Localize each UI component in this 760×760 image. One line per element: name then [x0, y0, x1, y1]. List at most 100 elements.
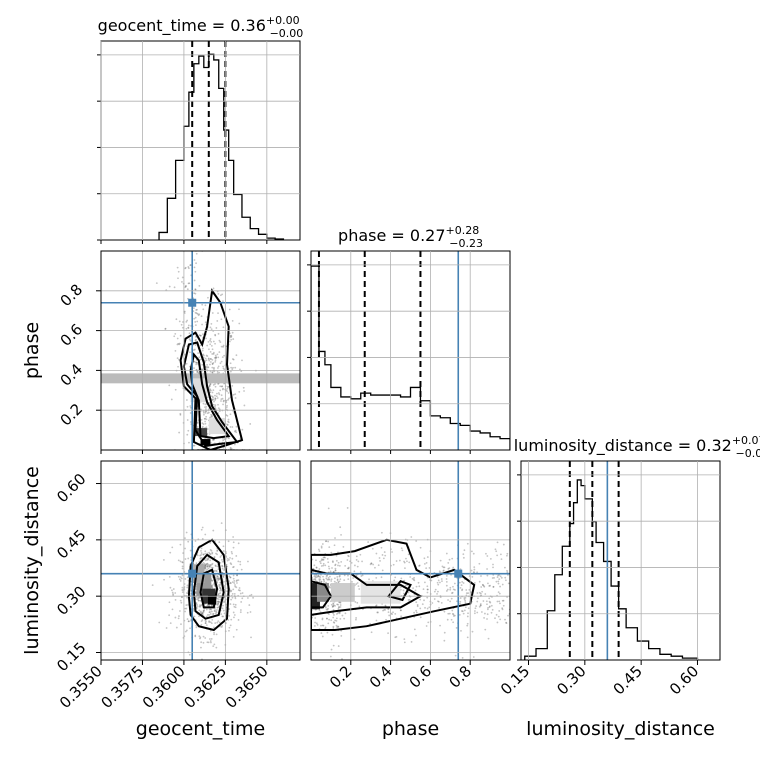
sample-point: [222, 601, 225, 603]
sample-point: [218, 371, 221, 374]
sample-point: [483, 585, 486, 588]
sample-point: [477, 597, 479, 600]
sample-point: [462, 553, 465, 556]
sample-point: [229, 582, 232, 585]
sample-point: [327, 561, 330, 564]
sample-point: [205, 418, 208, 421]
sample-point: [438, 606, 440, 609]
sample-point: [195, 602, 198, 605]
sample-point: [355, 559, 358, 561]
sample-point: [481, 590, 484, 593]
sample-point: [347, 574, 349, 577]
sample-point: [229, 334, 232, 337]
sample-point: [398, 559, 401, 562]
sample-point: [195, 607, 198, 610]
sample-point: [331, 606, 334, 608]
sample-point: [402, 592, 405, 595]
sample-point: [164, 328, 167, 330]
sample-point: [213, 633, 215, 636]
grid-geocent_time-luminosity_distance: [100, 461, 300, 660]
sample-point: [215, 580, 218, 583]
sample-point: [229, 447, 232, 450]
sample-point: [204, 552, 207, 555]
sample-point: [201, 612, 204, 614]
sample-point: [213, 585, 216, 587]
sample-point: [474, 607, 477, 610]
sample-point: [217, 600, 220, 603]
sample-point: [488, 605, 491, 608]
sample-point: [330, 551, 333, 554]
sample-point: [214, 354, 217, 357]
sample-point: [223, 569, 225, 571]
sample-point: [479, 604, 482, 607]
sample-point: [219, 586, 221, 589]
sample-point: [451, 591, 454, 594]
sample-point: [225, 389, 228, 392]
sample-point: [376, 611, 379, 614]
sample-point: [206, 565, 209, 567]
sample-point: [206, 565, 208, 568]
sample-point: [472, 571, 475, 573]
sample-point: [209, 563, 212, 566]
sample-point: [229, 556, 231, 559]
sample-point: [205, 415, 208, 418]
sample-point: [329, 586, 332, 589]
sample-point: [218, 339, 221, 342]
sample-point: [375, 552, 378, 555]
sample-point: [212, 389, 215, 392]
sample-point: [315, 566, 318, 569]
sample-point: [488, 606, 491, 609]
sample-point: [404, 584, 407, 587]
sample-point: [237, 560, 240, 563]
contour-outer: [187, 538, 230, 632]
sample-point: [181, 586, 184, 589]
sample-point: [177, 270, 180, 273]
sample-point: [210, 549, 213, 552]
sample-point: [214, 357, 217, 360]
sample-point: [212, 287, 215, 290]
sample-point: [184, 267, 187, 270]
sample-point: [456, 600, 458, 603]
sample-point: [433, 598, 436, 600]
sample-point: [194, 321, 197, 323]
sample-point: [219, 385, 222, 388]
sample-point: [233, 443, 236, 446]
sample-point: [169, 586, 172, 589]
sample-point: [194, 591, 197, 594]
sample-point: [176, 343, 179, 346]
sample-point: [193, 615, 196, 618]
sample-point: [175, 626, 178, 629]
sample-point: [214, 399, 216, 401]
sample-point: [185, 320, 188, 323]
sample-point: [208, 348, 210, 351]
sample-point: [202, 609, 205, 612]
sample-point: [221, 560, 224, 563]
sample-point: [193, 367, 195, 370]
tick-label-luminosity_distance: 0.45: [53, 526, 89, 562]
sample-point: [219, 389, 222, 392]
sample-point: [337, 645, 340, 647]
sample-point: [470, 569, 473, 572]
sample-point: [322, 556, 325, 559]
sample-point: [327, 576, 330, 579]
sample-point: [222, 575, 225, 578]
sample-point: [228, 558, 230, 561]
sample-point: [221, 565, 224, 568]
sample-point: [418, 564, 421, 567]
sample-point: [473, 568, 476, 571]
sample-point: [220, 522, 223, 525]
sample-point: [193, 444, 196, 447]
sample-point: [209, 339, 211, 342]
sample-point: [445, 584, 448, 587]
sample-point: [217, 598, 220, 601]
sample-point: [211, 398, 214, 401]
sample-point: [325, 608, 328, 611]
sample-point: [219, 581, 222, 584]
sample-point: [221, 615, 224, 618]
sample-point: [333, 577, 336, 580]
sample-point: [212, 362, 215, 364]
density-cell: [330, 583, 355, 602]
sample-point: [234, 606, 237, 609]
sample-point: [229, 562, 232, 565]
sample-point: [499, 585, 501, 588]
